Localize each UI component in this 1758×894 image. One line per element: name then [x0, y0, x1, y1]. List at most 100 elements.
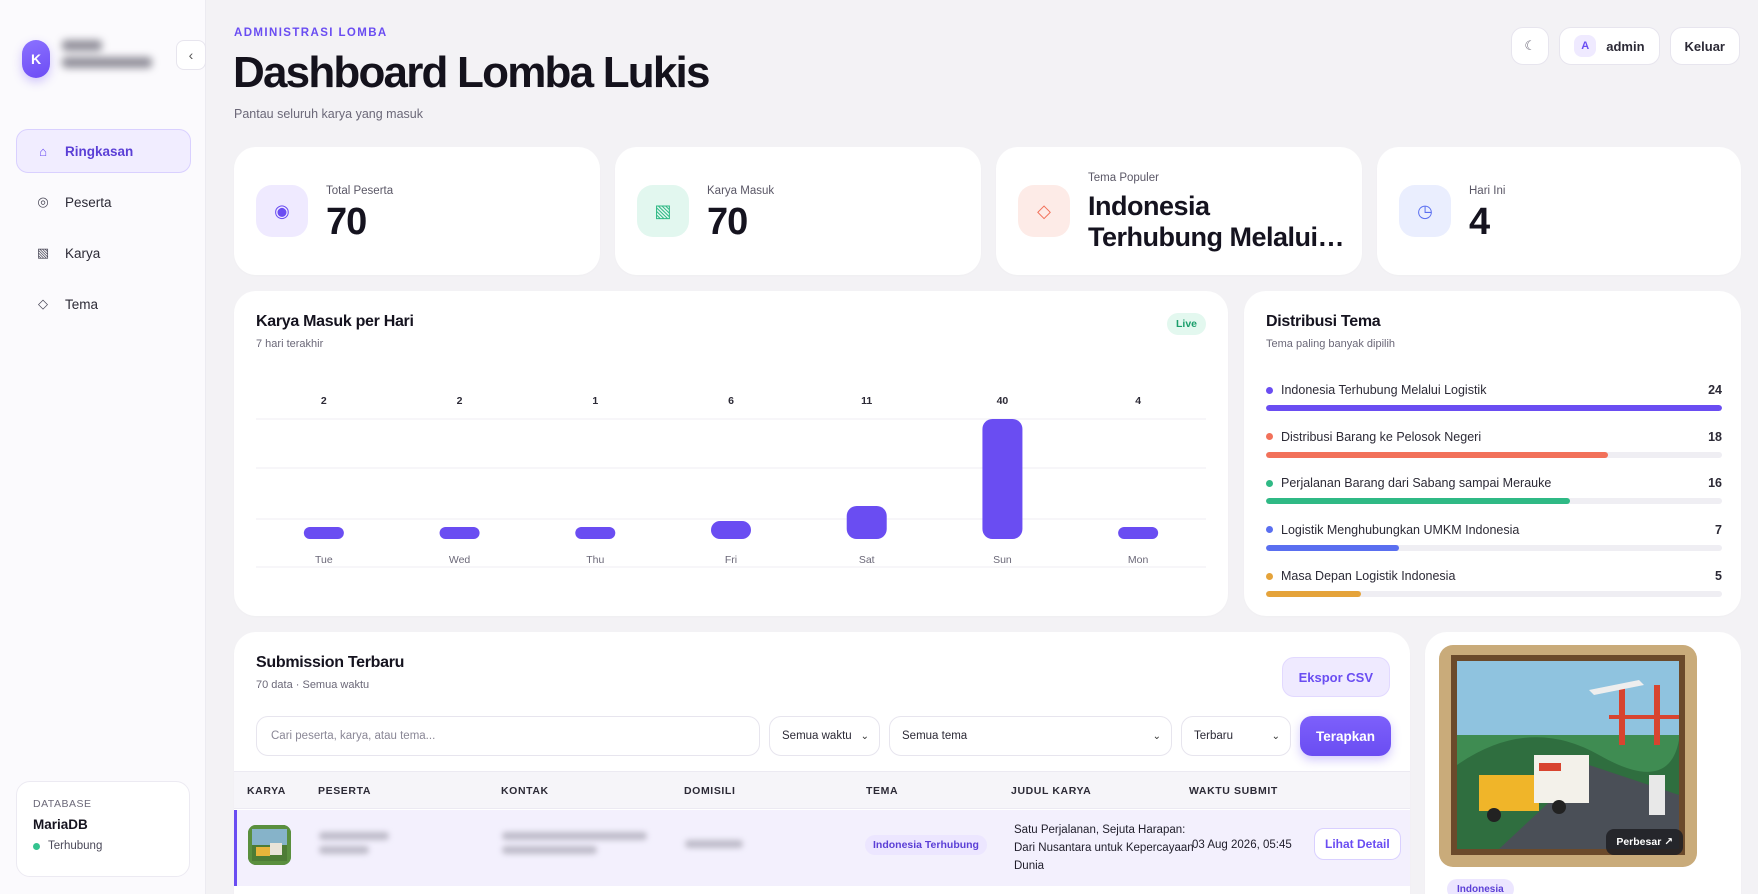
page-title: Dashboard Lomba Lukis [233, 48, 710, 97]
distribution-value: 18 [1708, 429, 1722, 444]
logout-button[interactable]: Keluar [1669, 27, 1740, 65]
home-icon: ⌂ [39, 143, 47, 159]
distribution-bar-track [1266, 591, 1722, 597]
x-tick-label: Tue [315, 554, 333, 566]
diamond-icon: ◇ [38, 296, 48, 311]
collapse-sidebar-button[interactable]: ‹ [176, 40, 206, 70]
apply-filter-button[interactable]: Terapkan [1300, 716, 1392, 756]
column-header: KARYA [247, 785, 286, 797]
artwork-thumbnail[interactable] [248, 825, 291, 865]
distribution-bar-fill [1266, 591, 1361, 597]
sidebar-item-karya[interactable]: ▧ Karya [16, 231, 191, 275]
stat-card-total-peserta: ◉ Total Peserta 70 [234, 147, 600, 275]
legend-dot-icon [1266, 386, 1273, 394]
distribution-bar-fill [1266, 544, 1399, 551]
filter-row: Semua waktu ⌄ Semua tema ⌄ Terbaru ⌄ Ter… [256, 716, 1392, 756]
distribution-item: Indonesia Terhubung Melalui Logistik 24 [1266, 382, 1722, 429]
clock-icon: ◷ [1399, 185, 1451, 237]
chevron-down-icon: ⌄ [860, 730, 869, 742]
database-name: MariaDB [33, 817, 88, 832]
submit-time: 03 Aug 2026, 05:45 [1192, 839, 1292, 851]
target-icon: ◎ [37, 194, 49, 209]
status-dot-icon [33, 842, 40, 850]
data-label: 1 [592, 395, 598, 407]
distribution-label: Masa Depan Logistik Indonesia [1281, 569, 1456, 583]
x-tick-label: Mon [1128, 554, 1149, 566]
distribution-row: Masa Depan Logistik Indonesia 5 [1266, 568, 1722, 584]
chevron-left-icon: ‹ [188, 47, 194, 63]
distribution-bar-track [1266, 451, 1722, 458]
distribution-value: 5 [1715, 569, 1722, 583]
sidebar-item-tema[interactable]: ◇ Tema [16, 282, 191, 326]
sort-select[interactable]: Terbaru ⌄ [1181, 716, 1291, 756]
bar-tue[interactable] [303, 527, 344, 539]
x-tick-label: Thu [586, 554, 604, 566]
artwork-title: Satu Perjalanan, Sejuta Harapan: Dari Nu… [1014, 824, 1194, 872]
bar-fri[interactable] [711, 521, 751, 539]
artwork-icon: ▧ [36, 245, 50, 260]
distribution-item: Masa Depan Logistik Indonesia 5 [1266, 568, 1722, 615]
legend-dot-icon [1266, 572, 1273, 580]
distribution-list: Indonesia Terhubung Melalui Logistik 24 Di… [1266, 382, 1722, 615]
stat-value-line: Terhubung Melalui Logistik [1088, 222, 1348, 252]
stat-label: Karya Masuk [707, 185, 775, 197]
sidebar-item-ringkasan[interactable]: ⌂ Ringkasan [16, 129, 191, 173]
stat-label: Total Peserta [326, 185, 394, 197]
column-header: WAKTU SUBMIT [1189, 785, 1278, 797]
distribution-item: Logistik Menghubungkan UMKM Indonesia 7 [1266, 522, 1722, 569]
data-label: 40 [997, 395, 1009, 407]
stat-card-karya-masuk: ▧ Karya Masuk 70 [615, 147, 981, 275]
search-input[interactable] [256, 716, 760, 756]
sidebar-item-peserta[interactable]: ◎ Peserta [16, 180, 191, 224]
stat-value-line: Indonesia [1088, 191, 1210, 221]
time-filter-select[interactable]: Semua waktu ⌄ [769, 716, 880, 756]
preview-theme-tag: Indonesia [1447, 879, 1514, 894]
distribution-bar-track [1266, 405, 1722, 411]
select-value: Terbaru [1194, 730, 1233, 742]
bar-mon[interactable] [1118, 527, 1159, 539]
export-csv-button[interactable]: Ekspor CSV [1281, 657, 1390, 697]
column-header: TEMA [866, 785, 899, 797]
user-menu[interactable]: A admin [1559, 27, 1660, 65]
enlarge-button[interactable]: Perbesar ↗ [1606, 829, 1683, 855]
bar-sat[interactable] [846, 506, 887, 539]
theme-toggle-button[interactable]: ☾ [1511, 27, 1550, 65]
column-header: JUDUL KARYA [1011, 785, 1092, 797]
contact-redacted [502, 832, 652, 860]
stat-value: 70 [326, 201, 367, 243]
database-status: Terhubung [33, 840, 173, 852]
view-detail-button[interactable]: Lihat Detail [1314, 828, 1401, 860]
sidebar-item-label: Ringkasan [65, 143, 134, 159]
bar-wed[interactable] [439, 527, 480, 539]
artwork-preview-image[interactable]: Perbesar ↗ [1439, 645, 1697, 867]
x-tick-label: Sat [859, 554, 875, 566]
artwork-preview-card: Perbesar ↗ Indonesia [1425, 632, 1741, 894]
avatar: A [1574, 35, 1597, 57]
distribution-bar-track [1266, 544, 1722, 551]
legend-dot-icon [1266, 479, 1273, 487]
table-row[interactable]: Indonesia Terhubung Satu Perjalanan, Sej… [234, 810, 1410, 886]
sidebar-item-label: Karya [65, 245, 101, 261]
select-value: Semua waktu [782, 730, 852, 742]
data-label: 6 [728, 395, 734, 407]
bar-thu[interactable] [575, 527, 616, 539]
page-eyebrow: ADMINISTRASI LOMBA [234, 27, 388, 39]
chart-subtitle: 7 hari terakhir [256, 338, 324, 350]
distribution-bar-fill [1266, 498, 1570, 504]
page-subtitle: Pantau seluruh karya yang masuk [234, 107, 423, 121]
data-label: 4 [1135, 395, 1141, 407]
database-status-text: Terhubung [48, 840, 103, 852]
bar-sun[interactable] [982, 419, 1023, 539]
column-header: KONTAK [501, 785, 549, 797]
brand-logo: K [22, 40, 50, 78]
data-label: 2 [457, 395, 463, 407]
x-tick-label: Fri [725, 554, 737, 566]
stat-label: Hari Ini [1469, 185, 1506, 197]
user-name: admin [1606, 38, 1645, 54]
chevron-down-icon: ⌄ [1271, 730, 1280, 742]
moon-icon: ☾ [1524, 38, 1537, 53]
chevron-down-icon: ⌄ [1152, 730, 1161, 742]
distribution-label: Perjalanan Barang dari Sabang sampai Mer… [1281, 476, 1552, 490]
theme-filter-select[interactable]: Semua tema ⌄ [889, 716, 1172, 756]
distribution-item: Perjalanan Barang dari Sabang sampai Mer… [1266, 475, 1722, 522]
